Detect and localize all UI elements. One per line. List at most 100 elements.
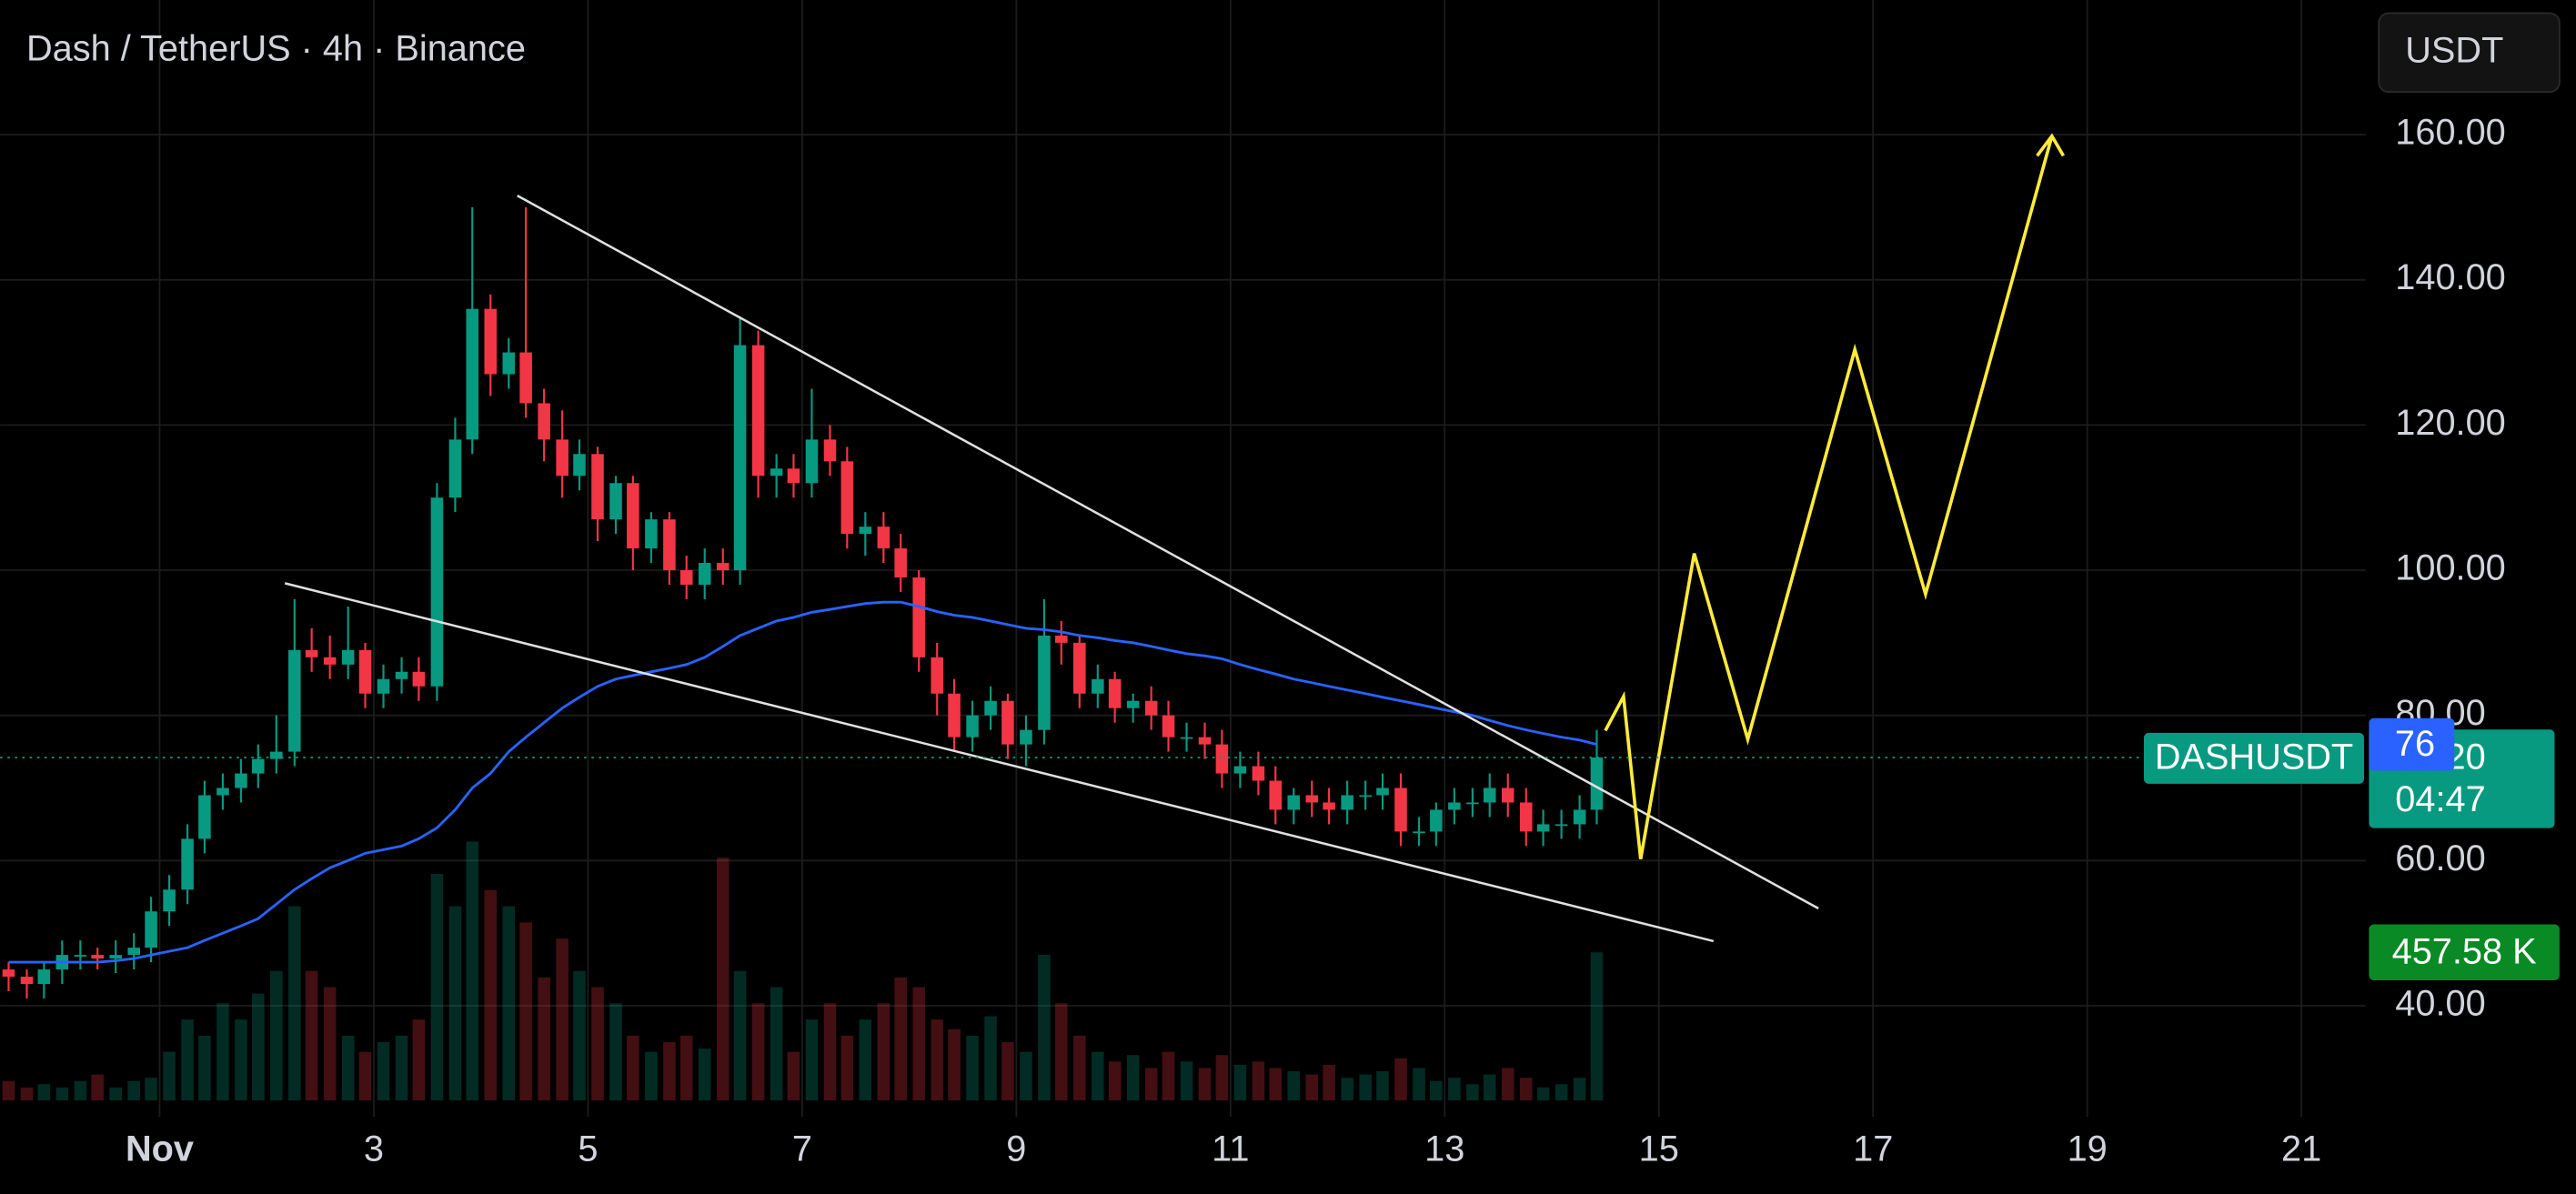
y-tick-label: 140.00: [2395, 257, 2505, 297]
candle-body: [716, 563, 730, 571]
symbol-label: DASHUSDT: [2155, 737, 2353, 777]
volume-bar: [663, 1042, 676, 1101]
volume-bar: [573, 970, 586, 1101]
candle-body: [1144, 700, 1158, 716]
candle-body: [859, 527, 872, 535]
volume-bar: [216, 1003, 229, 1101]
volume-layer: [2, 841, 1604, 1101]
volume-bar: [1020, 1051, 1032, 1101]
volume-bar: [609, 1003, 622, 1101]
candle-body: [1198, 737, 1212, 745]
x-tick-label: 5: [578, 1129, 598, 1169]
volume-bar: [1394, 1058, 1407, 1101]
volume-bar: [645, 1051, 658, 1101]
candle-body: [270, 751, 283, 759]
volume-bar: [1341, 1078, 1353, 1101]
volume-bar: [1590, 952, 1604, 1101]
x-tick-label: 7: [792, 1129, 812, 1169]
volume-bar: [1430, 1080, 1443, 1101]
volume-bar: [556, 938, 569, 1101]
volume-bar: [698, 1049, 711, 1101]
volume-bar: [805, 1019, 819, 1101]
volume-bar: [109, 1087, 122, 1101]
volume-bar: [252, 993, 265, 1101]
candle-body: [663, 519, 676, 571]
candle-body: [1233, 766, 1247, 774]
ma-badge: [2369, 717, 2455, 771]
volume-bar: [181, 1019, 194, 1101]
candle-body: [74, 955, 87, 957]
volume-bar: [716, 858, 730, 1101]
candle-body: [877, 527, 891, 549]
volume-bar: [1038, 954, 1051, 1101]
projection-arrowhead: [2036, 133, 2066, 157]
projection-path: [1604, 135, 2054, 860]
volume-bar: [1144, 1068, 1158, 1101]
candle-body: [198, 795, 211, 839]
volume-bar: [840, 1035, 854, 1101]
volume-bar: [948, 1028, 961, 1101]
candle-body: [1287, 795, 1301, 810]
candle-body: [377, 678, 390, 694]
candle-body: [484, 308, 498, 375]
volume-bar: [74, 1080, 87, 1101]
ma-label: 76: [2395, 724, 2435, 764]
volume-bar: [1466, 1084, 1479, 1101]
currency-button[interactable]: [2378, 12, 2561, 94]
volume-bar: [770, 987, 783, 1101]
currency-label[interactable]: USDT: [2405, 30, 2503, 70]
volume-bar: [1555, 1084, 1568, 1101]
volume-bar: [484, 889, 498, 1101]
candle-body: [1573, 809, 1586, 825]
volume-bar: [733, 970, 747, 1101]
grid: [0, 0, 2366, 1118]
volume-bar: [1092, 1051, 1104, 1101]
candle-body: [37, 969, 51, 985]
volume-bar: [859, 1019, 872, 1101]
volume-bar: [395, 1035, 408, 1101]
candle-body: [894, 548, 907, 578]
volume-bar: [55, 1087, 69, 1101]
volume-bar: [1305, 1074, 1319, 1101]
volume-bar: [1323, 1064, 1335, 1101]
candle-body: [502, 352, 516, 375]
volume-bar: [1376, 1071, 1389, 1101]
volume-bar: [430, 874, 444, 1101]
y-tick-label: 60.00: [2395, 838, 2485, 878]
candle-body: [323, 657, 337, 665]
candle-body: [341, 649, 355, 665]
symbol-badge: [2143, 732, 2364, 784]
volume-bar: [270, 970, 283, 1101]
volume-bar: [931, 1019, 943, 1101]
volume-bar: [823, 1003, 837, 1101]
candle-body: [556, 439, 569, 477]
candle-body: [20, 977, 34, 985]
volume-bar: [1180, 1061, 1193, 1101]
candle-body: [448, 439, 462, 498]
candle-body: [1092, 678, 1104, 694]
volume-bar: [1573, 1078, 1586, 1101]
candle-body: [1341, 795, 1353, 810]
volume-bar: [1501, 1068, 1514, 1101]
candle-body: [1108, 678, 1122, 708]
volume-bar: [341, 1035, 355, 1101]
candle-body: [573, 454, 586, 477]
candle-body: [770, 468, 783, 477]
volume-bar: [1001, 1042, 1014, 1101]
candle-body: [1359, 795, 1372, 798]
volume-bar: [1519, 1078, 1533, 1101]
candle-body: [627, 483, 639, 549]
candle-body: [609, 483, 622, 520]
volume-bar: [235, 1019, 247, 1101]
candle-body: [1305, 795, 1319, 803]
candle-body: [216, 788, 229, 796]
candle-body: [252, 758, 265, 774]
volume-bar: [1126, 1055, 1140, 1101]
volume-badge: [2369, 924, 2560, 980]
volume-bar: [1073, 1035, 1086, 1101]
candle-body: [912, 577, 925, 657]
volume-bar: [305, 970, 318, 1101]
volume-bar: [1198, 1068, 1212, 1101]
candle-body: [787, 468, 800, 484]
